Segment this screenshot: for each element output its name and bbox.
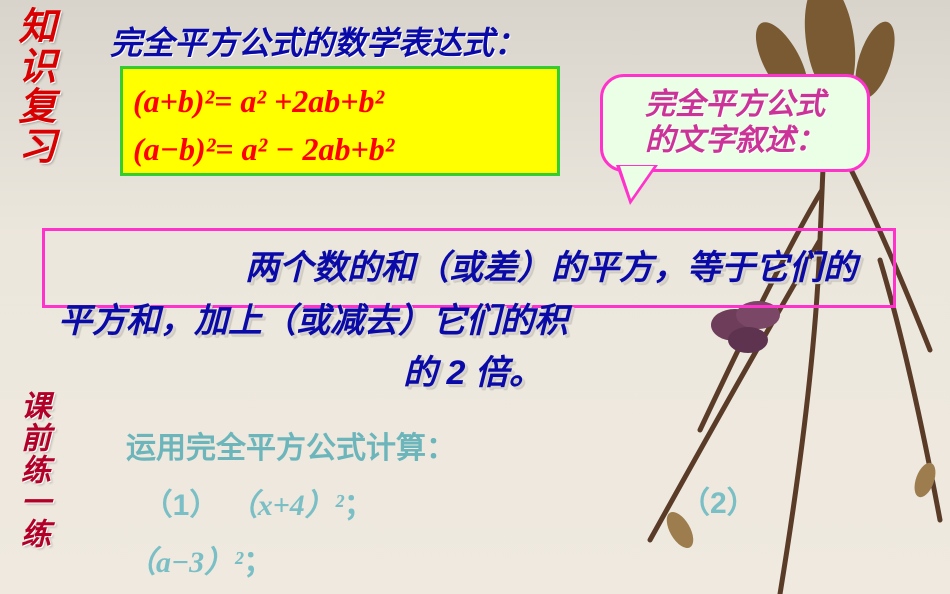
callout-box: 完全平方公式 的文字叙述：: [600, 74, 870, 172]
sidebar-practice-heading: 课前练一练: [10, 390, 54, 550]
slide-title: 完全平方公式的数学表达式：: [110, 18, 526, 64]
callout-tail: [616, 165, 658, 205]
explanation-text: 两个数的和（或差）的平方，等于它们的平方和，加上（或减去）它们的积的 2 倍。: [58, 242, 888, 400]
formula-line-2: (a−b)²= a² − 2ab+b²: [133, 125, 547, 173]
practice-q2-expr: （a−3）²；: [126, 534, 456, 591]
practice-heading: 运用完全平方公式计算：: [126, 420, 456, 477]
sidebar-review-heading: 知识复习: [6, 6, 61, 166]
callout-text: 完全平方公式 的文字叙述：: [645, 87, 825, 159]
formula-box: (a+b)²= a² +2ab+b² (a−b)²= a² − 2ab+b²: [120, 66, 560, 176]
practice-q2-label: （2）: [680, 478, 757, 522]
formula-line-1: (a+b)²= a² +2ab+b²: [133, 77, 547, 125]
practice-block: 运用完全平方公式计算： （1） （x+4）²； （a−3）²；: [126, 420, 456, 591]
practice-q1: （1） （x+4）²；: [126, 477, 456, 534]
